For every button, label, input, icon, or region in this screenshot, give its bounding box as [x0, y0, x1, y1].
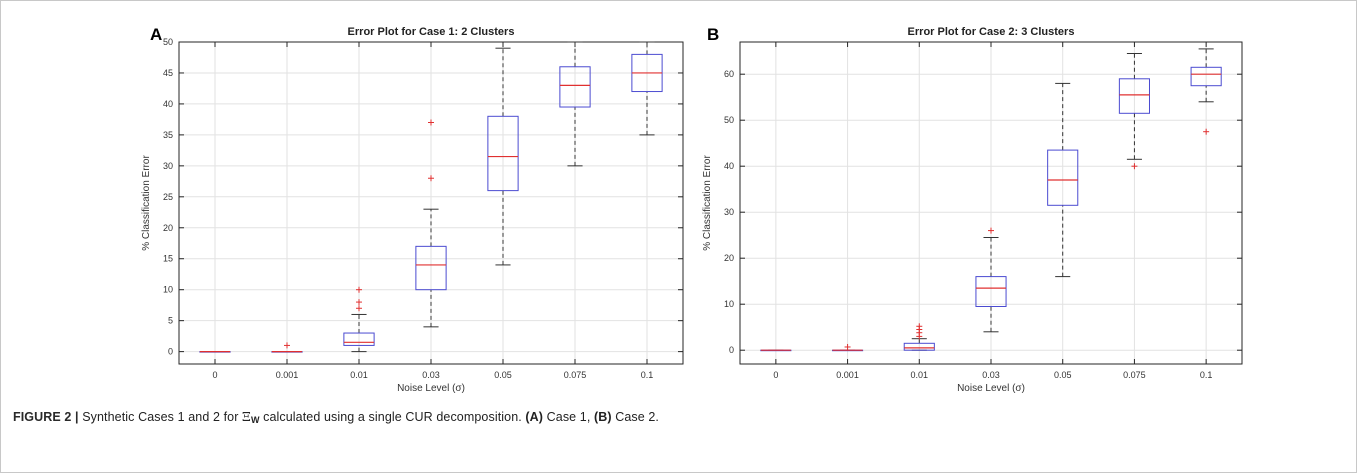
y-tick-label: 60: [724, 69, 734, 79]
caption-text-2: calculated using a single CUR decomposit…: [259, 410, 526, 424]
y-tick-label: 0: [168, 347, 173, 357]
box-0.05: [1047, 82, 1079, 278]
outlier-marker: [356, 305, 362, 312]
outlier-marker: [356, 299, 362, 306]
box-body: [559, 66, 591, 108]
y-tick-label: 50: [724, 115, 734, 125]
y-tick-label: 50: [163, 37, 173, 47]
panel-label: B: [707, 25, 719, 44]
x-tick-label: 0.05: [494, 370, 512, 380]
y-tick-label: 20: [163, 223, 173, 233]
x-tick-label: 0.03: [982, 370, 1000, 380]
box-0.05: [487, 47, 519, 266]
box-0.03: [975, 227, 1007, 333]
x-tick-label: 0: [212, 370, 217, 380]
y-axis-label: % Classification Error: [702, 155, 713, 251]
caption-symbol-subscript: W: [250, 415, 260, 425]
x-tick-label: 0.05: [1054, 370, 1072, 380]
box-body: [1190, 66, 1222, 87]
caption-text-1: Synthetic Cases 1 and 2 for: [78, 410, 243, 424]
chart-panel-a: A Error Plot for Case 1: 2 Clusters 0 5 10 15…: [141, 25, 684, 394]
x-axis-label: Noise Level (σ): [957, 383, 1025, 394]
box-0: [760, 349, 792, 352]
y-tick-label: 15: [163, 254, 173, 264]
x-tick-label: 0.01: [911, 370, 929, 380]
box-body: [487, 115, 519, 192]
x-axis-label: Noise Level (σ): [397, 383, 465, 394]
y-tick-label: 45: [163, 68, 173, 78]
box-0.001: [271, 342, 303, 353]
caption-figure-label: FIGURE 2 |: [13, 410, 79, 424]
x-tick-label: 0.1: [1200, 370, 1213, 380]
x-tick-label: 0.075: [564, 370, 587, 380]
caption-symbol: Ξ: [242, 409, 251, 424]
x-tick-label: 0: [773, 370, 778, 380]
box-0: [199, 351, 231, 353]
box-0.1: [1190, 48, 1222, 135]
box-body: [1047, 149, 1079, 206]
chart-title: Error Plot for Case 1: 2 Clusters: [348, 26, 515, 38]
outlier-marker: [428, 175, 434, 182]
panel-label: A: [150, 25, 162, 44]
y-tick-label: 0: [729, 345, 734, 355]
y-tick-label: 30: [724, 207, 734, 217]
chart-panel-b: B Error Plot for Case 2: 3 Clusters 0 10 20 3…: [702, 25, 1243, 394]
x-tick-label: 0.001: [836, 370, 859, 380]
caption-text-3: Case 1,: [543, 410, 594, 424]
y-tick-label: 40: [724, 161, 734, 171]
box-0.03: [415, 119, 447, 328]
x-tick-label: 0.1: [641, 370, 654, 380]
box-body: [903, 342, 935, 351]
figure-caption: FIGURE 2 | Synthetic Cases 1 and 2 for Ξ…: [13, 409, 659, 425]
x-tick-label: 0.075: [1123, 370, 1146, 380]
y-tick-label: 10: [724, 299, 734, 309]
chart-title: Error Plot for Case 2: 3 Clusters: [908, 26, 1075, 38]
box-body: [343, 332, 375, 346]
box-body: [415, 245, 447, 291]
y-tick-label: 5: [168, 316, 173, 326]
y-tick-label: 10: [163, 285, 173, 295]
box-0.075: [559, 41, 591, 167]
box-0.01: [343, 286, 375, 353]
outlier-marker: [844, 343, 851, 350]
y-tick-label: 25: [163, 192, 173, 202]
box-body: [1118, 78, 1150, 114]
y-tick-label: 35: [163, 130, 173, 140]
y-tick-label: 30: [163, 161, 173, 171]
box-0.01: [903, 323, 935, 351]
caption-ref-a: (A): [525, 410, 544, 424]
outlier-marker: [428, 119, 434, 126]
caption-text-4: Case 2.: [611, 410, 660, 424]
y-axis-label: % Classification Error: [141, 155, 152, 251]
outlier-marker: [1203, 128, 1210, 135]
outlier-marker: [916, 323, 923, 330]
box-0.001: [832, 343, 864, 352]
x-tick-label: 0.03: [422, 370, 440, 380]
x-tick-label: 0.01: [350, 370, 368, 380]
box-body: [975, 276, 1007, 308]
outlier-marker: [356, 286, 362, 293]
outlier-marker: [1131, 163, 1138, 170]
outlier-marker: [284, 342, 290, 349]
figure-charts: A Error Plot for Case 1: 2 Clusters 0 5 10 15…: [141, 25, 1243, 394]
box-0.1: [631, 41, 663, 136]
box-0.075: [1118, 53, 1150, 170]
outlier-marker: [988, 227, 994, 234]
x-tick-label: 0.001: [276, 370, 299, 380]
y-tick-label: 20: [724, 253, 734, 263]
caption-ref-b: (B): [594, 410, 612, 424]
y-tick-label: 40: [163, 99, 173, 109]
